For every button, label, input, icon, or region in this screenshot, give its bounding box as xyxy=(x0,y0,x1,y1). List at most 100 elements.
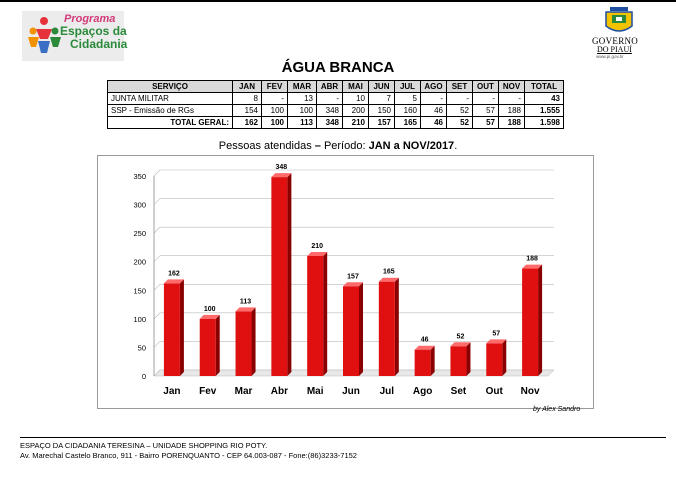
table-cell: 46 xyxy=(420,104,447,117)
bar xyxy=(343,286,359,376)
data-label: 52 xyxy=(457,333,465,340)
footer-rule xyxy=(20,437,666,438)
y-tick-label: 50 xyxy=(138,343,146,352)
col-header-ago: AGO xyxy=(420,80,447,93)
col-header-mar: MAR xyxy=(287,80,317,93)
programa-espacos-logo: Programa Espaços da Cidadania xyxy=(22,11,127,61)
col-header-jul: JUL xyxy=(394,80,421,93)
bar xyxy=(450,346,467,376)
x-tick-label: Set xyxy=(451,386,467,397)
governo-piaui-logo: GOVERNO DO PIAUÍ www.pi.gov.br xyxy=(588,6,650,60)
col-header-mai: MAI xyxy=(342,80,369,93)
x-tick-label: Abr xyxy=(271,386,288,397)
logo-text-site: www.pi.gov.br xyxy=(596,54,624,59)
bar-side xyxy=(215,314,220,376)
y-tick-label: 350 xyxy=(133,172,146,181)
gridline-diagonal xyxy=(153,341,161,348)
table-cell: 348 xyxy=(316,104,343,117)
gridline-diagonal xyxy=(153,312,161,320)
bar-top xyxy=(343,282,363,287)
x-tick-label: Jun xyxy=(342,386,360,397)
bar-side xyxy=(323,252,328,376)
table-row: JUNTA MILITAR 8 - 13 - 10 7 5 - - - - 43 xyxy=(107,92,564,105)
bar-top xyxy=(199,314,220,319)
x-tick-label: Out xyxy=(486,386,504,397)
table-cell-total: 1.598 xyxy=(524,116,564,129)
bar xyxy=(235,311,252,376)
table-cell: 52 xyxy=(446,104,473,117)
bar xyxy=(378,281,395,376)
table-cell: 200 xyxy=(342,104,369,117)
col-header-out: OUT xyxy=(472,80,499,93)
logo-text-governo: GOVERNO xyxy=(592,36,639,46)
bar-side xyxy=(251,307,256,376)
bar xyxy=(414,349,431,376)
top-rule xyxy=(0,0,676,2)
bar-side xyxy=(287,173,292,376)
bar-top xyxy=(378,277,399,282)
logo-text-espacos: Espaços da xyxy=(60,24,127,38)
col-header-jan: JAN xyxy=(232,80,262,93)
data-label: 57 xyxy=(492,330,500,337)
table-cell: 57 xyxy=(472,104,499,117)
bar-side xyxy=(430,345,435,376)
table-cell: 188 xyxy=(498,116,525,129)
bar xyxy=(307,256,324,376)
table-cell: - xyxy=(472,92,499,105)
bar-side xyxy=(394,277,399,376)
table-cell: 100 xyxy=(287,104,317,117)
table-cell: 150 xyxy=(368,104,395,117)
table-cell: 113 xyxy=(287,116,317,129)
table-cell: 13 xyxy=(287,92,317,105)
data-label: 165 xyxy=(383,269,395,276)
people-logo-icon xyxy=(28,17,61,53)
bar xyxy=(522,268,539,376)
y-tick-label: 200 xyxy=(133,258,146,267)
col-header-jun: JUN xyxy=(368,80,395,93)
bar-top xyxy=(414,345,435,350)
table-cell-service: JUNTA MILITAR xyxy=(107,92,233,105)
coat-of-arms-icon xyxy=(605,7,633,32)
data-label: 157 xyxy=(347,273,359,280)
footer-line-1: ESPAÇO DA CIDADANIA TERESINA – UNIDADE S… xyxy=(20,441,268,450)
x-tick-label: Mai xyxy=(307,386,324,397)
gridline-diagonal xyxy=(153,169,161,177)
bar-side xyxy=(359,282,363,376)
x-tick-label: Mar xyxy=(235,386,253,397)
data-label: 188 xyxy=(526,256,538,263)
gridline-diagonal xyxy=(153,369,161,377)
x-tick-label: Jan xyxy=(163,386,180,397)
table-cell: - xyxy=(261,92,288,105)
table-cell: 57 xyxy=(472,116,499,129)
bar-top xyxy=(522,264,543,269)
table-cell: - xyxy=(446,92,473,105)
col-header-servico: SERVIÇO xyxy=(107,80,233,93)
y-tick-label: 300 xyxy=(133,201,146,210)
bar-top xyxy=(235,307,256,312)
col-header-set: SET xyxy=(446,80,473,93)
x-tick-label: Ago xyxy=(413,386,432,397)
bar xyxy=(199,318,216,376)
page-title: ÁGUA BRANCA xyxy=(281,59,395,76)
x-tick-label: Fev xyxy=(199,386,217,397)
table-cell: 100 xyxy=(261,104,288,117)
table-cell: - xyxy=(498,92,525,105)
data-label: 46 xyxy=(421,337,429,344)
table-cell: 46 xyxy=(420,116,447,129)
table-cell: 165 xyxy=(394,116,421,129)
bar-top xyxy=(486,339,507,344)
bar-side xyxy=(466,342,471,376)
bar xyxy=(486,343,503,376)
x-tick-label: Nov xyxy=(521,386,540,397)
y-tick-label: 150 xyxy=(133,286,146,295)
table-cell: 157 xyxy=(368,116,395,129)
chart-frame: 0 50 100 150 200 250 300 350 162 Jan 100 Fev 113 Mar 3… xyxy=(97,155,594,409)
y-tick-label: 0 xyxy=(142,372,146,381)
bar-chart: 0 50 100 150 200 250 300 350 162 Jan 100 Fev 113 Mar 3… xyxy=(133,164,555,397)
bar-top xyxy=(271,173,292,178)
table-cell: 154 xyxy=(232,104,262,117)
y-tick-label: 250 xyxy=(133,229,146,238)
table-cell: 7 xyxy=(368,92,395,105)
table-cell: 160 xyxy=(394,104,421,117)
table-header-row: SERVIÇO JAN FEV MAR ABR MAI JUN JUL AGO … xyxy=(107,80,564,93)
